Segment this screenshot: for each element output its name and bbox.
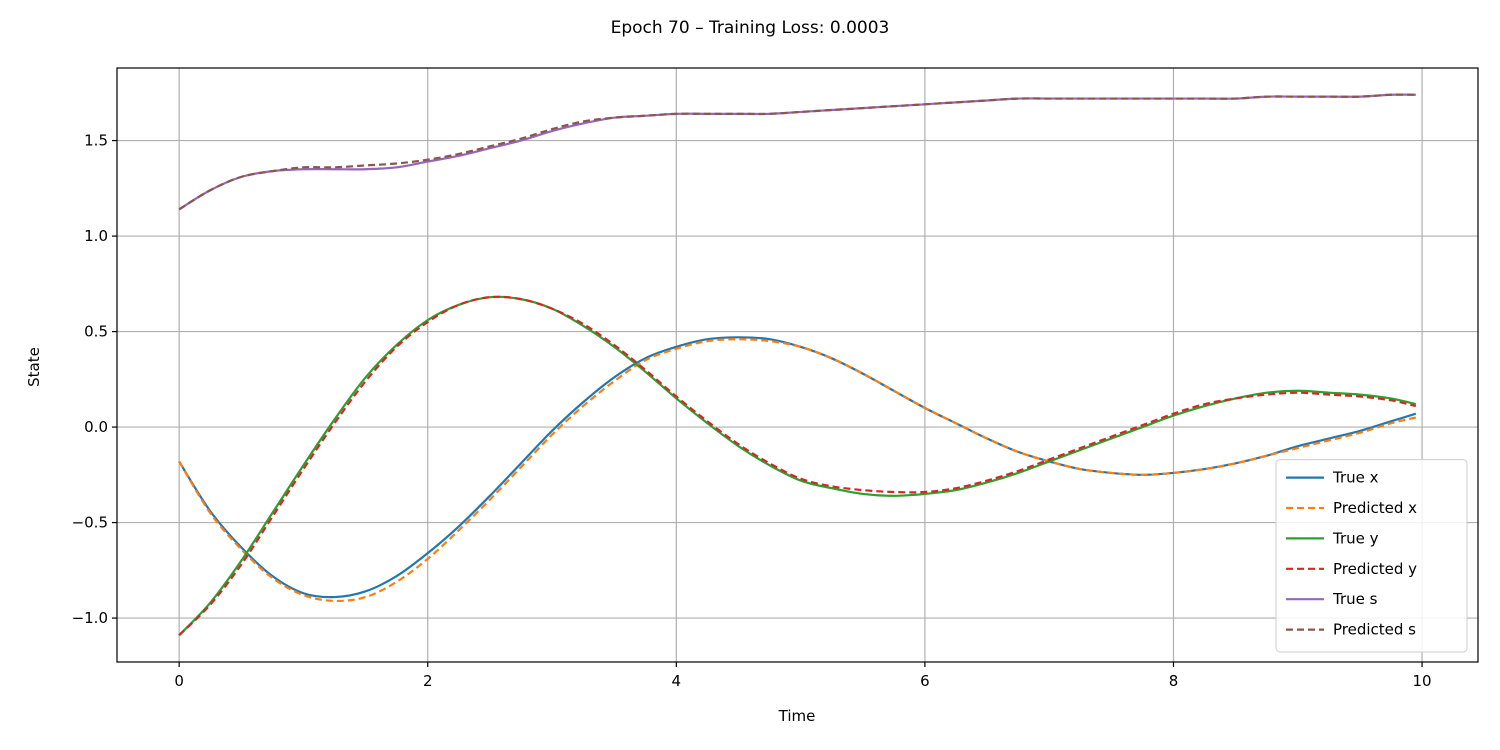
legend-label: Predicted x: [1333, 499, 1417, 517]
series-line-true-x: [178, 336, 1417, 599]
x-tick-label: 6: [920, 672, 930, 690]
legend: True x Predicted x True y Predicted y True s…: [1275, 459, 1468, 653]
series-lines: [178, 93, 1417, 637]
y-tick-label: 0.0: [84, 418, 108, 436]
y-tick-label: 1.0: [84, 227, 108, 245]
legend-label: True x: [1332, 469, 1379, 487]
y-tick-label: −1.0: [72, 609, 108, 627]
x-tick-label: 8: [1169, 672, 1179, 690]
series-line-predicted-x: [178, 338, 1417, 603]
grid: [117, 68, 1478, 662]
series-line-true-y: [178, 295, 1417, 637]
x-axis-ticks: 0 2 4 6 8 10: [174, 662, 1432, 690]
x-tick-label: 10: [1413, 672, 1432, 690]
chart-title: Epoch 70 – Training Loss: 0.0003: [611, 18, 890, 38]
x-tick-label: 4: [672, 672, 682, 690]
y-tick-label: 0.5: [84, 323, 108, 341]
y-axis-label: State: [25, 347, 43, 387]
legend-label: Predicted s: [1333, 621, 1416, 639]
legend-label: True s: [1332, 590, 1378, 608]
y-axis-ticks: −1.0 −0.5 0.0 0.5 1.0 1.5: [72, 132, 117, 627]
series-line-predicted-s: [178, 93, 1416, 211]
legend-label: Predicted y: [1333, 560, 1417, 578]
x-tick-label: 2: [423, 672, 433, 690]
y-tick-label: −0.5: [72, 514, 108, 532]
plot-frame: [116, 67, 1479, 663]
series-line-predicted-y: [178, 295, 1417, 637]
legend-label: True y: [1332, 529, 1379, 547]
y-tick-label: 1.5: [84, 132, 108, 150]
x-tick-label: 0: [174, 672, 184, 690]
x-axis-label: Time: [778, 707, 816, 725]
